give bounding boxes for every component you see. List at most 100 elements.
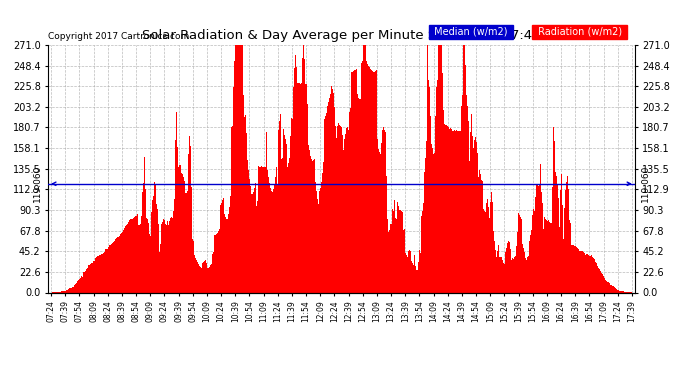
Bar <box>535 197 536 292</box>
Bar <box>292 119 293 292</box>
Bar <box>134 217 135 292</box>
Bar <box>67 290 68 292</box>
Bar <box>344 139 345 292</box>
Bar <box>552 187 553 292</box>
Bar <box>592 257 593 292</box>
Bar <box>276 167 277 292</box>
Bar <box>536 186 537 292</box>
Bar <box>182 174 183 292</box>
Bar <box>615 289 616 292</box>
Bar <box>181 173 182 292</box>
Bar <box>204 254 206 292</box>
Bar <box>162 222 164 292</box>
Bar <box>422 211 423 292</box>
Bar <box>348 129 349 292</box>
Bar <box>224 214 225 292</box>
Bar <box>393 211 394 292</box>
Bar <box>66 291 67 292</box>
Bar <box>115 238 117 292</box>
Bar <box>428 87 430 292</box>
Bar <box>178 167 179 292</box>
Bar <box>246 133 247 292</box>
Bar <box>131 219 132 292</box>
Bar <box>499 257 500 292</box>
Bar <box>62 291 63 292</box>
Bar <box>107 249 108 292</box>
Bar <box>70 288 71 292</box>
Bar <box>322 173 323 292</box>
Bar <box>123 230 124 292</box>
Bar <box>497 251 498 292</box>
Bar <box>323 162 324 292</box>
Bar <box>500 257 501 292</box>
Bar <box>187 191 188 292</box>
Bar <box>248 179 250 292</box>
Bar <box>240 45 241 292</box>
Bar <box>379 152 380 292</box>
Bar <box>231 127 232 292</box>
Bar <box>551 224 552 292</box>
Bar <box>326 109 328 292</box>
Bar <box>284 135 285 292</box>
Bar <box>225 217 226 292</box>
Bar <box>484 211 485 292</box>
Bar <box>407 257 408 292</box>
Bar <box>413 265 414 292</box>
Title: Solar Radiation & Day Average per Minute Sat Oct 28 17:42: Solar Radiation & Day Average per Minute… <box>142 30 541 42</box>
Bar <box>234 61 235 292</box>
Bar <box>448 128 449 292</box>
Bar <box>278 130 279 292</box>
Bar <box>402 216 404 292</box>
Bar <box>81 276 83 292</box>
Bar <box>354 70 355 292</box>
Bar <box>285 139 286 292</box>
Bar <box>351 72 352 292</box>
Bar <box>259 167 260 292</box>
Bar <box>289 158 290 292</box>
Bar <box>258 166 259 292</box>
Bar <box>120 234 121 292</box>
Bar <box>300 84 302 292</box>
Bar <box>595 261 596 292</box>
Bar <box>304 58 305 292</box>
Bar <box>573 244 574 292</box>
Bar <box>495 249 496 292</box>
Bar <box>353 71 354 292</box>
Bar <box>519 215 520 292</box>
Bar <box>480 174 482 292</box>
Bar <box>141 192 143 292</box>
Bar <box>359 99 360 292</box>
Bar <box>342 135 344 292</box>
Bar <box>206 263 208 292</box>
Bar <box>161 224 162 292</box>
Bar <box>502 260 503 292</box>
Bar <box>360 99 362 292</box>
Bar <box>508 241 509 292</box>
Bar <box>540 164 542 292</box>
Bar <box>291 118 292 292</box>
Bar <box>90 264 91 292</box>
Bar <box>156 204 157 292</box>
Bar <box>526 260 527 292</box>
Bar <box>408 251 409 292</box>
Bar <box>401 211 402 292</box>
Bar <box>155 184 156 292</box>
Bar <box>194 255 195 292</box>
Bar <box>168 225 169 292</box>
Bar <box>384 130 385 292</box>
Bar <box>117 237 118 292</box>
Bar <box>607 282 608 292</box>
Bar <box>357 100 358 292</box>
Bar <box>560 190 561 292</box>
Bar <box>282 158 284 292</box>
Bar <box>215 235 216 292</box>
Bar <box>290 136 291 292</box>
Bar <box>79 279 80 292</box>
Bar <box>110 244 112 292</box>
Bar <box>295 67 297 292</box>
Text: 119.060: 119.060 <box>641 165 650 202</box>
Bar <box>126 225 127 292</box>
Bar <box>130 219 131 292</box>
Bar <box>154 182 155 292</box>
Bar <box>555 170 556 292</box>
